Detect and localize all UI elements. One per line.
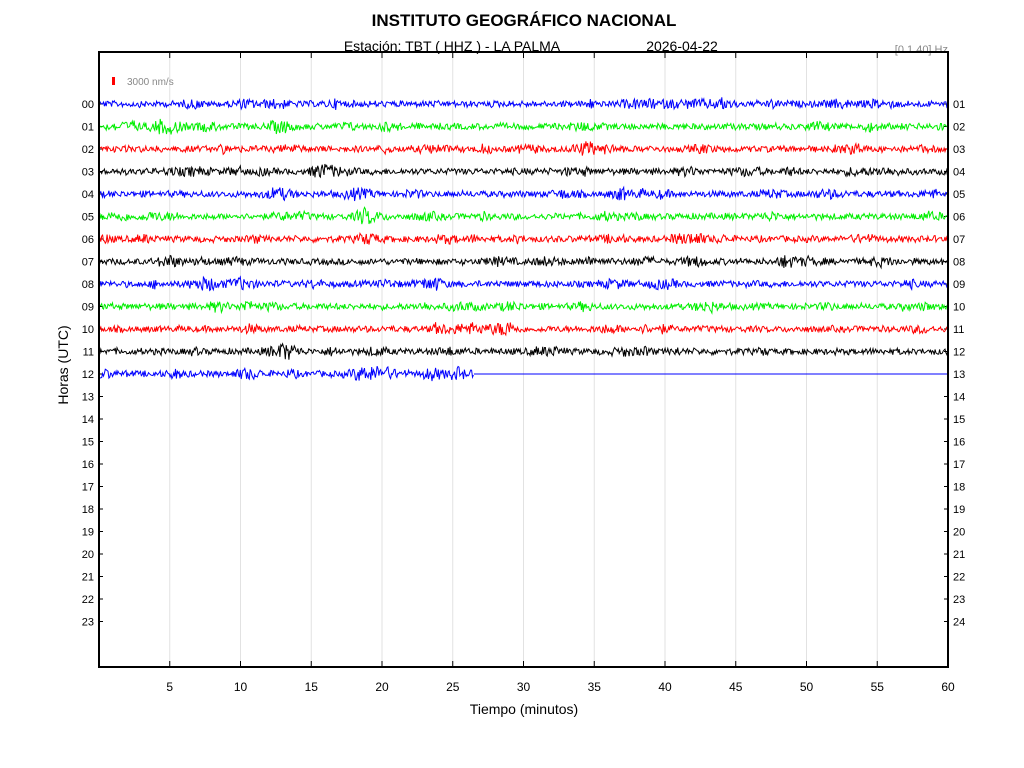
y-tick-label-right: 17: [953, 459, 965, 471]
y-tick-label-right: 14: [953, 392, 965, 404]
y-tick-label-left: 15: [82, 437, 94, 449]
y-tick-label-right: 22: [953, 572, 965, 584]
y-tick-label-right: 20: [953, 527, 965, 539]
y-tick-label-left: 17: [82, 482, 94, 494]
seismic-trace-12: [98, 365, 474, 382]
plot-frame: [98, 51, 949, 668]
y-tick-label-left: 06: [82, 234, 94, 246]
x-axis-label: Tiempo (minutos): [470, 701, 578, 717]
y-tick-label-left: 02: [82, 144, 94, 156]
y-tick-label-right: 12: [953, 347, 965, 359]
seismic-trace-07: [98, 254, 948, 270]
station-label: Estación: TBT ( HHZ ) - LA PALMA: [344, 38, 561, 54]
y-tick-label-right: 07: [953, 234, 965, 246]
y-tick-label-right: 10: [953, 302, 965, 314]
y-tick-label-left: 03: [82, 167, 94, 179]
y-tick-label-left: 13: [82, 392, 94, 404]
scale-bar-icon: [112, 77, 115, 85]
seismic-trace-06: [98, 231, 949, 245]
y-tick-label-left: 21: [82, 572, 94, 584]
x-tick-label: 20: [375, 680, 389, 694]
seismic-trace-04: [98, 185, 949, 202]
x-tick-label: 15: [305, 680, 319, 694]
scale-label: 3000 nm/s: [127, 77, 174, 88]
y-tick-label-right: 02: [953, 122, 965, 134]
y-tick-label-left: 11: [83, 347, 94, 359]
x-tick-label: 60: [941, 680, 955, 694]
y-tick-label-left: 04: [82, 189, 94, 201]
y-tick-label-right: 06: [953, 212, 965, 224]
y-tick-label-left: 14: [82, 414, 94, 426]
seismic-trace-09: [98, 300, 949, 315]
seismic-trace-00: [98, 97, 949, 111]
x-tick-label: 5: [166, 680, 173, 694]
x-tick-label: 50: [800, 680, 814, 694]
y-tick-label-right: 11: [953, 324, 964, 336]
y-tick-label-left: 23: [82, 617, 94, 629]
seismic-trace-11: [98, 342, 949, 360]
y-tick-label-left: 00: [82, 99, 94, 111]
y-tick-label-left: 16: [82, 459, 94, 471]
x-tick-label: 30: [517, 680, 531, 694]
chart-title: INSTITUTO GEOGRÁFICO NACIONAL: [372, 11, 677, 30]
x-tick-label: 45: [729, 680, 743, 694]
y-tick-label-left: 10: [82, 324, 94, 336]
y-tick-label-right: 05: [953, 189, 965, 201]
seismic-trace-01: [98, 118, 949, 135]
date-label: 2026-04-22: [646, 38, 718, 54]
seismic-trace-08: [98, 275, 949, 292]
y-tick-label-left: 12: [82, 369, 94, 381]
y-tick-label-left: 07: [82, 257, 94, 269]
seismic-trace-03: [98, 163, 949, 179]
y-tick-label-right: 15: [953, 414, 965, 426]
y-tick-label-right: 24: [953, 617, 965, 629]
y-tick-label-right: 21: [953, 549, 965, 561]
y-tick-label-left: 05: [82, 212, 94, 224]
x-tick-label: 35: [588, 680, 602, 694]
y-tick-label-left: 09: [82, 302, 94, 314]
x-tick-label: 25: [446, 680, 460, 694]
y-tick-label-left: 20: [82, 549, 94, 561]
filter-label: [0.1 40] Hz: [895, 44, 948, 56]
y-tick-label-left: 01: [82, 122, 94, 134]
y-tick-label-right: 18: [953, 482, 965, 494]
x-tick-label: 40: [658, 680, 672, 694]
y-tick-label-left: 18: [82, 504, 94, 516]
y-tick-label-left: 19: [82, 527, 94, 539]
y-tick-label-right: 13: [953, 369, 965, 381]
y-tick-label-right: 01: [953, 99, 965, 111]
seismic-trace-10: [98, 322, 948, 337]
seismic-trace-05: [98, 206, 949, 225]
x-tick-label: 55: [871, 680, 885, 694]
y-tick-label-right: 09: [953, 279, 965, 291]
y-tick-label-right: 23: [953, 594, 965, 606]
y-axis-label: Horas (UTC): [55, 325, 71, 404]
y-tick-label-right: 08: [953, 257, 965, 269]
x-tick-label: 10: [234, 680, 248, 694]
seismic-trace-02: [98, 141, 949, 156]
y-tick-label-right: 03: [953, 144, 965, 156]
y-tick-label-right: 16: [953, 437, 965, 449]
y-tick-label-left: 08: [82, 279, 94, 291]
y-tick-label-right: 04: [953, 167, 965, 179]
plot-area: 5 10 15 20 25 30 35 40 45 50 55 60 00 01 02 03 04 05 06 07 0…: [82, 51, 965, 694]
y-tick-label-left: 22: [82, 594, 94, 606]
y-tick-label-right: 19: [953, 504, 965, 516]
